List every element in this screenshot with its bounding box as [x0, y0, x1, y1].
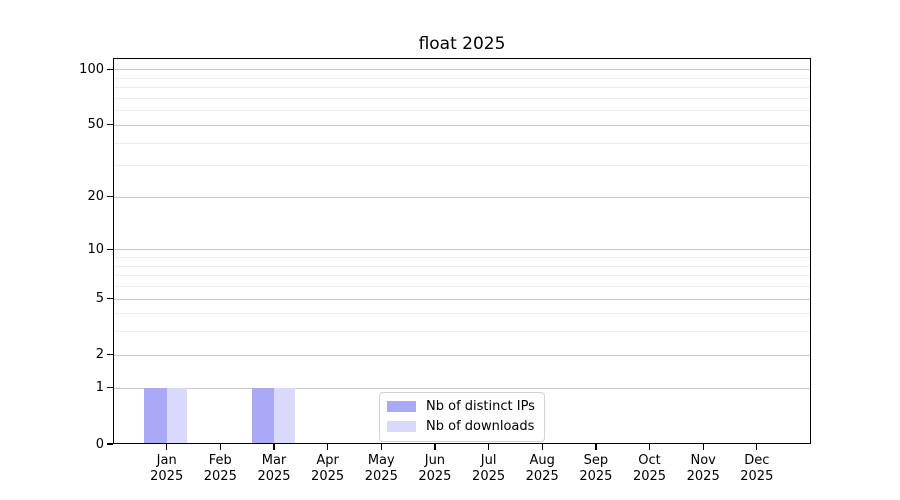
y-gridline-minor: [113, 142, 811, 144]
y-tick-label: 50: [87, 117, 104, 133]
y-gridline-major: [113, 249, 811, 251]
legend-label-distinct-ips: Nb of distinct IPs: [426, 399, 535, 414]
x-tick-label: Jan 2025: [150, 453, 184, 484]
x-tick-label: Oct 2025: [632, 453, 667, 484]
y-gridline-minor: [113, 265, 811, 267]
y-tick-mark: [107, 297, 113, 300]
y-tick-label: 2: [95, 347, 104, 363]
x-tick-label: Dec 2025: [740, 453, 774, 484]
y-gridline-major: [113, 69, 811, 71]
y-gridline-minor: [113, 87, 811, 89]
y-tick-label: 5: [95, 291, 104, 306]
x-tick-mark: [702, 444, 704, 450]
y-gridline-minor: [113, 313, 811, 315]
bar-downloads-mar: [274, 387, 295, 444]
y-gridline-major: [113, 196, 811, 198]
x-tick-label: Mar 2025: [257, 453, 291, 484]
x-tick-mark: [166, 444, 168, 450]
y-gridline-minor: [113, 77, 811, 79]
legend-label-downloads: Nb of downloads: [426, 419, 535, 434]
x-tick-label: Jun 2025: [418, 453, 452, 484]
y-gridline-minor: [113, 165, 811, 167]
y-gridline-minor: [113, 286, 811, 287]
bar-downloads-jan: [166, 387, 188, 444]
x-tick-mark: [541, 444, 543, 450]
y-tick-label: 1: [95, 380, 104, 396]
x-tick-label: Jul 2025: [472, 453, 506, 484]
legend-item-distinct-ips: Nb of distinct IPs: [387, 398, 535, 415]
y-tick-label: 100: [79, 61, 104, 77]
y-tick-mark: [107, 387, 113, 389]
x-tick-mark: [648, 444, 651, 450]
y-tick-mark: [107, 68, 113, 70]
y-gridline-major: [113, 298, 811, 300]
x-tick-mark: [487, 444, 490, 450]
x-tick-label: Aug 2025: [525, 453, 559, 484]
legend: Nb of distinct IPs Nb of downloads: [379, 392, 545, 442]
y-gridline-major: [113, 387, 811, 389]
y-tick-mark: [107, 443, 113, 445]
legend-item-downloads: Nb of downloads: [387, 418, 535, 435]
legend-swatch-distinct-ips: [387, 401, 416, 412]
y-tick-mark: [107, 124, 113, 126]
y-tick-label: 10: [87, 241, 104, 257]
x-tick-mark: [756, 444, 758, 450]
y-tick-mark: [107, 196, 113, 198]
y-gridline-minor: [113, 257, 811, 258]
legend-swatch-downloads: [387, 421, 416, 432]
x-tick-mark: [219, 444, 221, 450]
bar-distinct-ips-jan: [144, 387, 167, 444]
y-gridline-minor: [113, 331, 811, 333]
x-tick-mark: [380, 444, 382, 450]
y-gridline-minor: [113, 275, 811, 277]
y-tick-mark: [107, 248, 113, 250]
y-tick-mark: [107, 354, 113, 356]
y-gridline-minor: [113, 110, 811, 112]
x-tick-label: Feb 2025: [203, 453, 237, 484]
x-tick-mark: [326, 444, 329, 450]
x-tick-label: May 2025: [364, 453, 398, 484]
x-tick-label: Sep 2025: [579, 453, 613, 484]
x-tick-label: Apr 2025: [311, 453, 345, 484]
y-tick-label: 20: [87, 189, 104, 205]
x-tick-mark: [595, 444, 597, 450]
bar-distinct-ips-mar: [251, 387, 274, 444]
x-tick-mark: [434, 444, 436, 450]
x-tick-label: Nov 2025: [686, 453, 720, 484]
y-gridline-minor: [113, 97, 811, 99]
y-tick-label: 0: [95, 436, 104, 452]
y-gridline-major: [113, 354, 811, 356]
y-gridline-major: [113, 124, 811, 126]
x-tick-mark: [273, 444, 275, 450]
chart-title: float 2025: [418, 34, 506, 54]
